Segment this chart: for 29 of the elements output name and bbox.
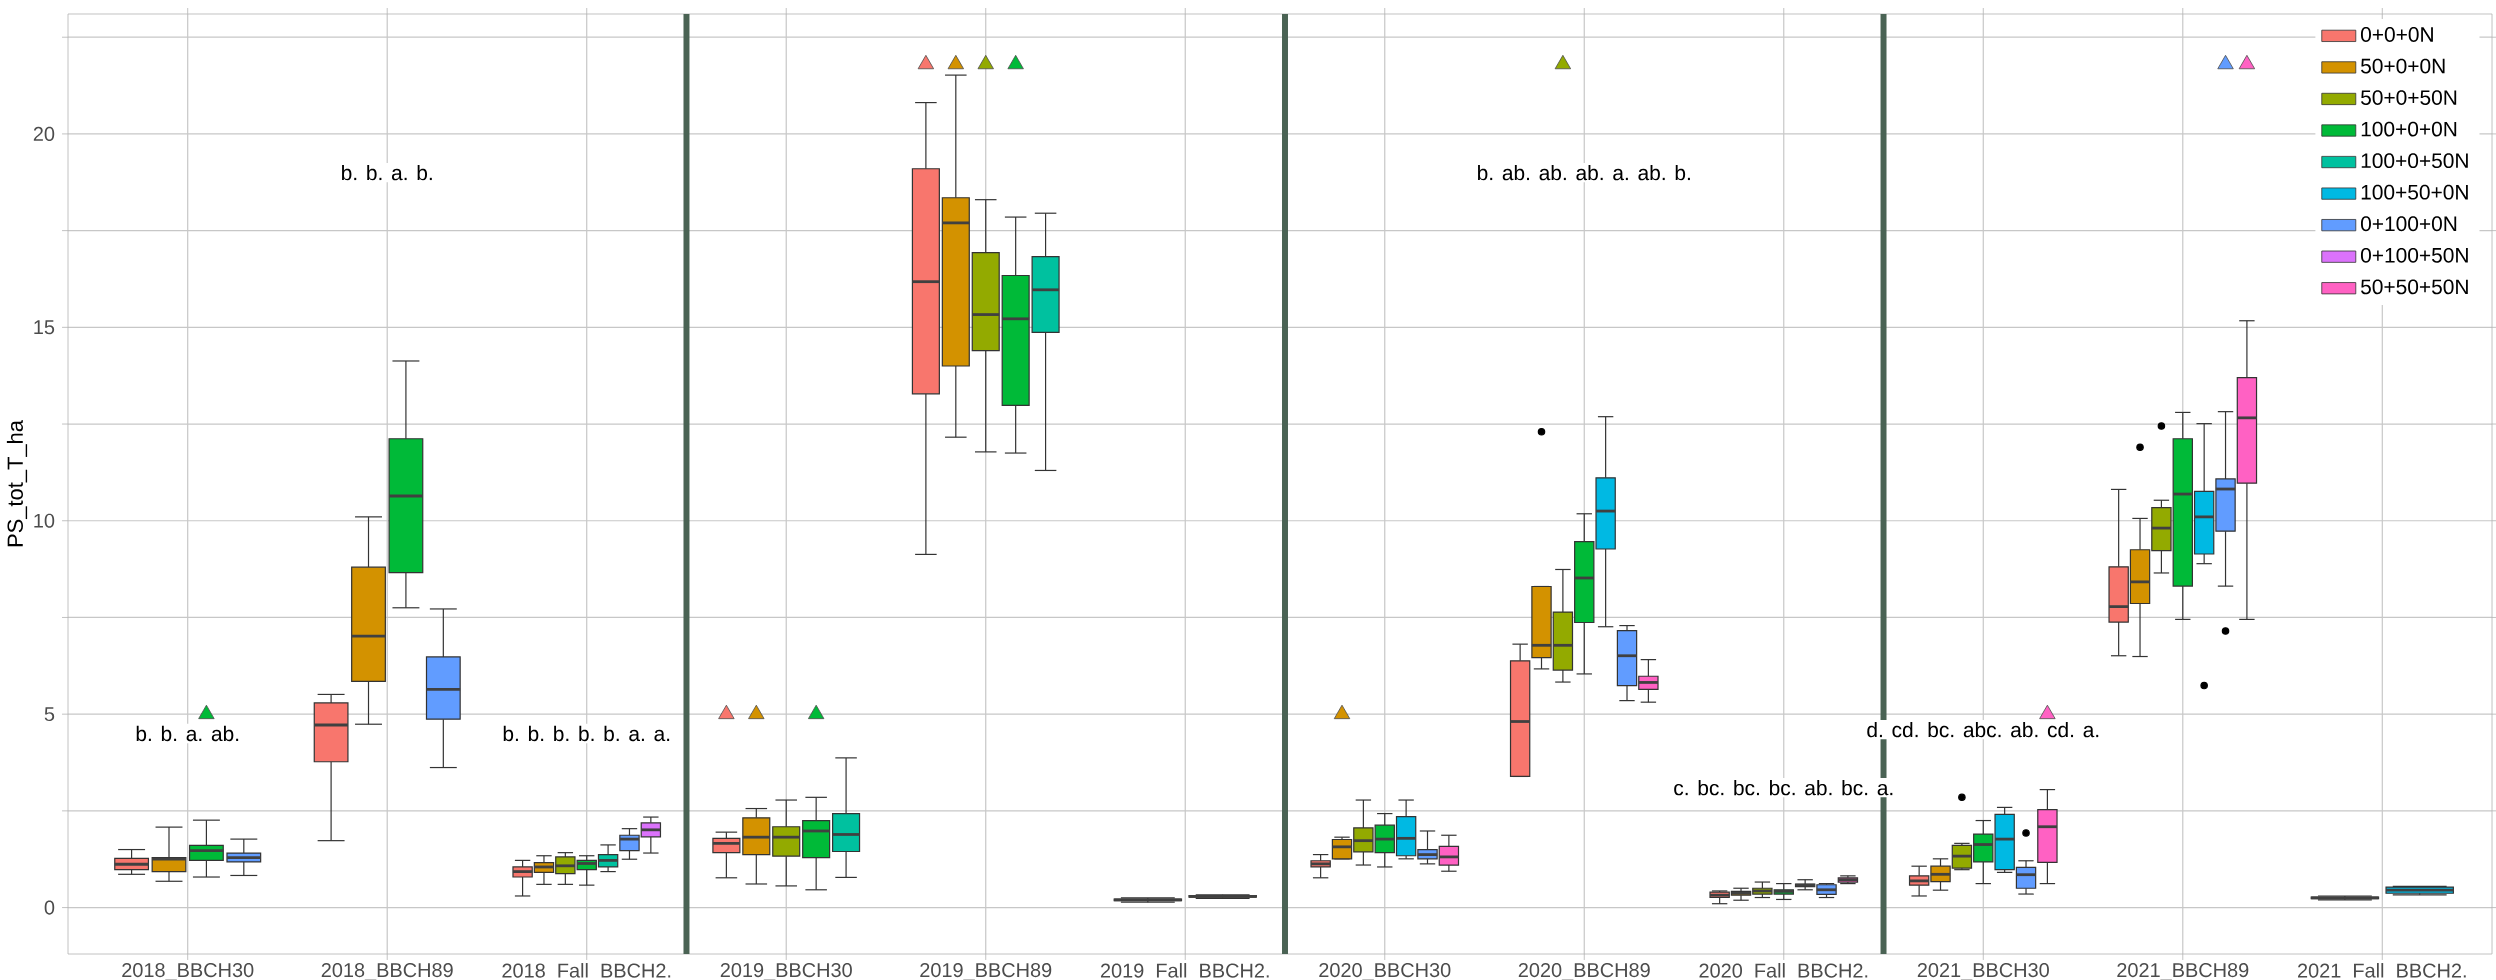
x-tick-label: 2020_BBCH89 <box>1518 963 1650 980</box>
legend-label: 0+100+50N <box>2360 247 2468 263</box>
y-tick-label: 20 <box>33 126 55 141</box>
x-tick-label: 2019_BBCH89 <box>920 963 1052 980</box>
annotation: b. ab. ab. ab. a. ab. b. <box>1478 164 1690 181</box>
legend-label: 100+50+0N <box>2361 184 2468 200</box>
legend-label: 50+0+50N <box>2361 90 2457 105</box>
annotation: b. b. a. b. <box>342 164 432 181</box>
x-tick-label: 2018_BBCH30 <box>122 963 254 980</box>
legend-label: 0+0+0N <box>2360 27 2433 42</box>
annotation: b. b. a. ab. <box>136 725 239 742</box>
y-tick-label: 0 <box>44 900 55 915</box>
x-tick-label: 2019_BBCH30 <box>720 963 852 980</box>
annotation: b. b. b. b. b. a. a. <box>503 725 670 742</box>
y-tick-label: 15 <box>34 320 55 335</box>
legend-label: 50+50+50N <box>2361 279 2468 295</box>
annotation: d. cd. bc. abc. ab. cd. a. <box>1867 721 2099 738</box>
legend-label: 100+0+0N <box>2361 121 2457 137</box>
x-tick-label: 2018_BBCH89 <box>321 963 453 980</box>
annotation: c. bc. bc. bc. ab. bc. a. <box>1674 779 1893 796</box>
x-tick-label: 2021_BBCH89 <box>2117 963 2249 980</box>
legend-label: 0+100+0N <box>2360 216 2457 232</box>
legend-label: 50+0+0N <box>2361 58 2445 74</box>
y-tick-label: 5 <box>44 707 55 722</box>
y-axis-title: PS_tot_T_ha <box>6 420 28 547</box>
y-tick-label: 10 <box>34 513 55 528</box>
legend-label: 100+0+50N <box>2361 153 2468 169</box>
x-tick-label: 2020_BBCH30 <box>1319 963 1451 980</box>
x-tick-label: 2021_BBCH30 <box>1917 963 2049 980</box>
